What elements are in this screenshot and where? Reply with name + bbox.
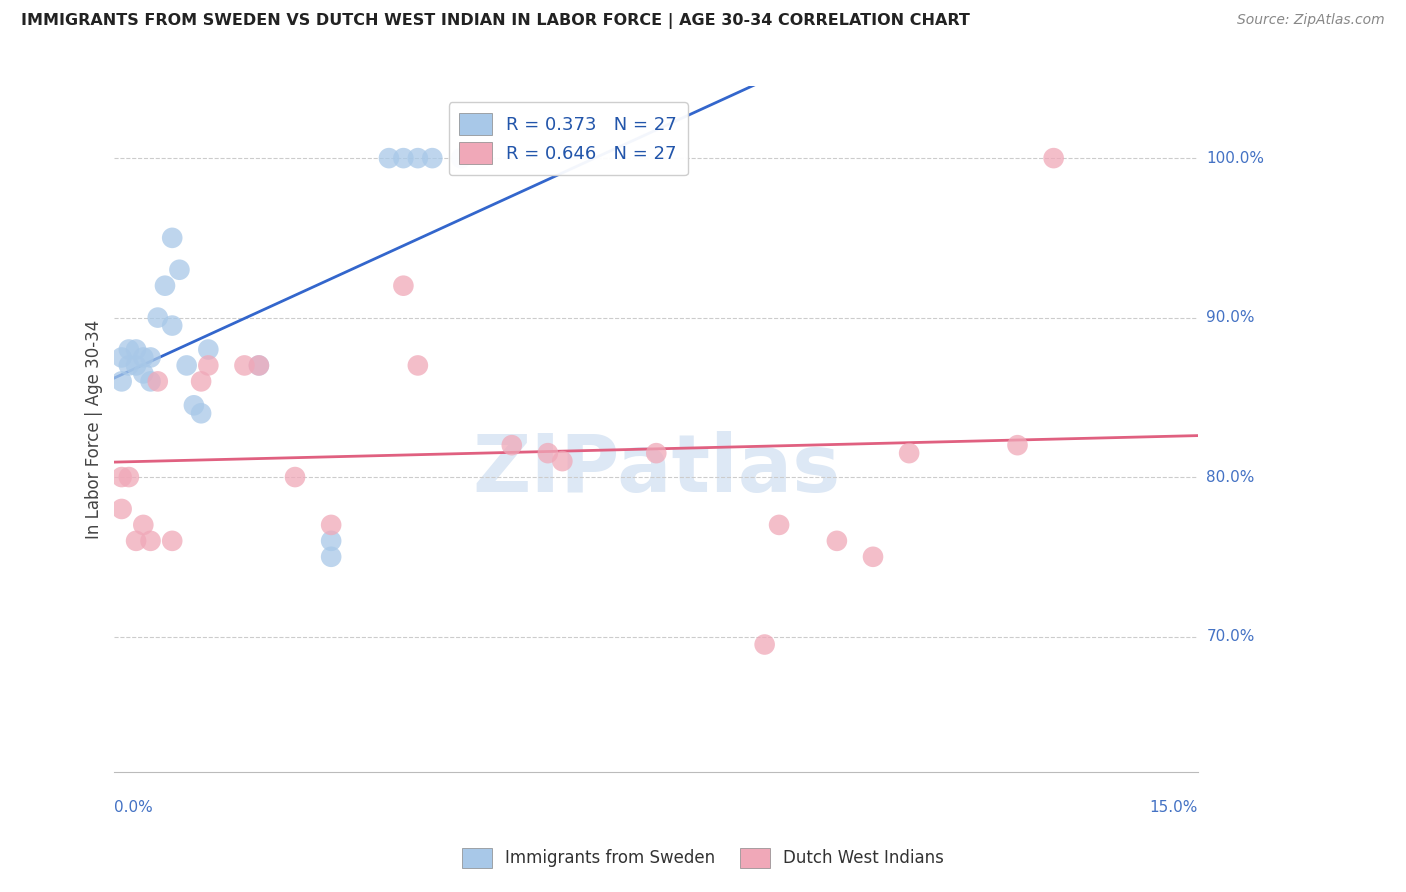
Point <box>125 343 148 357</box>
Point <box>233 359 256 373</box>
Point <box>118 343 141 357</box>
Point <box>132 517 155 532</box>
Point <box>139 351 162 365</box>
Point <box>146 375 169 389</box>
Point <box>125 533 148 548</box>
Point <box>247 359 270 373</box>
Point <box>284 470 307 484</box>
Point <box>111 502 134 516</box>
Point <box>392 278 415 293</box>
Point <box>862 549 884 564</box>
Text: Source: ZipAtlas.com: Source: ZipAtlas.com <box>1237 13 1385 28</box>
Point <box>132 367 155 381</box>
Point <box>176 359 198 373</box>
Text: 90.0%: 90.0% <box>1206 310 1256 325</box>
Text: 70.0%: 70.0% <box>1206 629 1254 644</box>
Point <box>1042 151 1064 165</box>
Point <box>406 151 429 165</box>
Point <box>392 151 415 165</box>
Point <box>190 406 212 420</box>
Point <box>118 470 141 484</box>
Point <box>160 231 183 245</box>
Point <box>898 446 921 460</box>
Point <box>197 359 219 373</box>
Point <box>190 375 212 389</box>
Point <box>160 318 183 333</box>
Point <box>537 446 560 460</box>
Point <box>125 359 148 373</box>
Legend: R = 0.373   N = 27, R = 0.646   N = 27: R = 0.373 N = 27, R = 0.646 N = 27 <box>449 103 688 175</box>
Point <box>321 549 343 564</box>
Point <box>132 351 155 365</box>
Point <box>768 517 790 532</box>
Point <box>169 262 191 277</box>
Point <box>1007 438 1029 452</box>
Text: 100.0%: 100.0% <box>1206 151 1264 166</box>
Point <box>111 375 134 389</box>
Point <box>118 359 141 373</box>
Point <box>645 446 668 460</box>
Legend: Immigrants from Sweden, Dutch West Indians: Immigrants from Sweden, Dutch West India… <box>456 841 950 875</box>
Point <box>754 638 776 652</box>
Point <box>247 359 270 373</box>
Text: 80.0%: 80.0% <box>1206 469 1254 484</box>
Point <box>183 398 205 412</box>
Point <box>111 470 134 484</box>
Text: 0.0%: 0.0% <box>114 799 153 814</box>
Point <box>551 454 574 468</box>
Text: IMMIGRANTS FROM SWEDEN VS DUTCH WEST INDIAN IN LABOR FORCE | AGE 30-34 CORRELATI: IMMIGRANTS FROM SWEDEN VS DUTCH WEST IND… <box>21 13 970 29</box>
Point <box>321 533 343 548</box>
Point <box>153 278 176 293</box>
Y-axis label: In Labor Force | Age 30-34: In Labor Force | Age 30-34 <box>86 319 103 539</box>
Point <box>139 533 162 548</box>
Point <box>111 351 134 365</box>
Point <box>197 343 219 357</box>
Point <box>501 438 523 452</box>
Point <box>139 375 162 389</box>
Text: ZIPatlas: ZIPatlas <box>472 432 841 509</box>
Text: 15.0%: 15.0% <box>1150 799 1198 814</box>
Point <box>450 151 472 165</box>
Point <box>160 533 183 548</box>
Point <box>146 310 169 325</box>
Point <box>378 151 401 165</box>
Point <box>420 151 443 165</box>
Point <box>825 533 848 548</box>
Point <box>321 517 343 532</box>
Point <box>406 359 429 373</box>
